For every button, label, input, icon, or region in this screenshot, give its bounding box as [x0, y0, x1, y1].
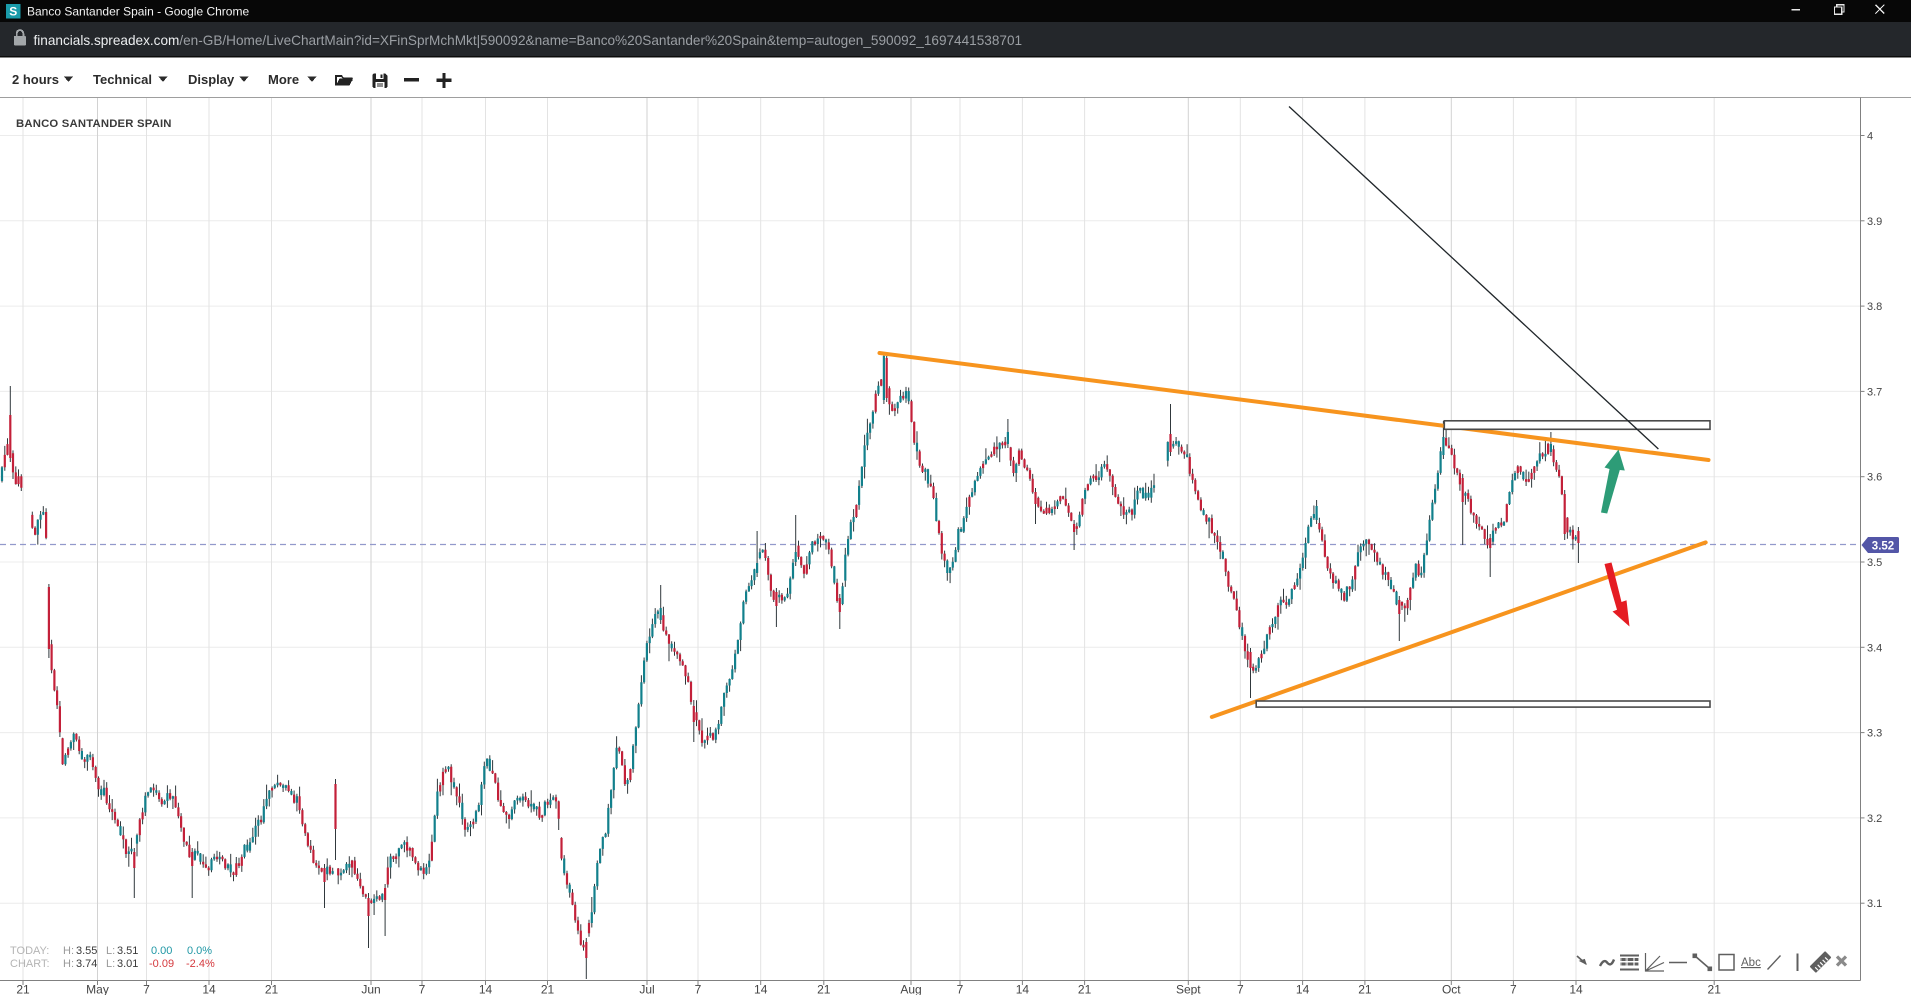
svg-text:21: 21 [1358, 983, 1372, 995]
svg-text:3.52: 3.52 [1872, 541, 1894, 553]
svg-text:7: 7 [1237, 983, 1244, 995]
svg-text:3.01: 3.01 [117, 958, 138, 970]
svg-text:3.4: 3.4 [1867, 642, 1882, 654]
svg-text:14: 14 [479, 983, 493, 995]
svg-text:Banco Santander Spain - Google: Banco Santander Spain - Google Chrome [27, 5, 249, 19]
svg-text:Technical: Technical [93, 72, 152, 87]
svg-text:21: 21 [16, 983, 30, 995]
svg-text:7: 7 [957, 983, 964, 995]
svg-text:3.1: 3.1 [1867, 898, 1882, 910]
svg-text:7: 7 [1510, 983, 1517, 995]
svg-text:H:: H: [63, 958, 74, 970]
svg-text:21: 21 [265, 983, 279, 995]
svg-text:TODAY:: TODAY: [10, 945, 49, 957]
svg-text:May: May [86, 983, 109, 995]
svg-text:Jul: Jul [639, 983, 654, 995]
svg-text:14: 14 [1296, 983, 1310, 995]
svg-text:14: 14 [1569, 983, 1583, 995]
svg-text:2 hours: 2 hours [12, 72, 59, 87]
svg-text:3.8: 3.8 [1867, 301, 1882, 313]
svg-text:0.0%: 0.0% [187, 945, 212, 957]
svg-text:Aug: Aug [900, 983, 921, 995]
svg-text:Abc: Abc [1741, 957, 1761, 969]
svg-text:Display: Display [188, 72, 235, 87]
svg-text:H:: H: [63, 945, 74, 957]
svg-text:-2.4%: -2.4% [186, 958, 215, 970]
svg-text:21: 21 [817, 983, 831, 995]
svg-text:financials.spreadex.com/en-GB/: financials.spreadex.com/en-GB/Home/LiveC… [34, 33, 1023, 48]
svg-text:7: 7 [143, 983, 150, 995]
svg-text:21: 21 [541, 983, 555, 995]
svg-text:3.5: 3.5 [1867, 557, 1882, 569]
svg-text:BANCO SANTANDER SPAIN: BANCO SANTANDER SPAIN [16, 118, 172, 130]
svg-text:3.74: 3.74 [76, 958, 97, 970]
svg-text:L:: L: [106, 945, 115, 957]
svg-text:S: S [9, 5, 17, 19]
svg-text:14: 14 [754, 983, 768, 995]
svg-text:L:: L: [106, 958, 115, 970]
svg-text:CHART:: CHART: [10, 958, 50, 970]
svg-text:3.7: 3.7 [1867, 386, 1882, 398]
svg-text:21: 21 [1708, 983, 1722, 995]
svg-text:Sept: Sept [1176, 983, 1201, 995]
svg-text:-0.09: -0.09 [149, 958, 174, 970]
svg-text:3.2: 3.2 [1867, 813, 1882, 825]
svg-text:3.3: 3.3 [1867, 728, 1882, 740]
svg-text:3.6: 3.6 [1867, 472, 1882, 484]
svg-text:Jun: Jun [361, 983, 380, 995]
svg-text:3.9: 3.9 [1867, 216, 1882, 228]
svg-text:14: 14 [1016, 983, 1030, 995]
svg-text:More: More [268, 72, 299, 87]
svg-text:4: 4 [1867, 131, 1873, 143]
svg-text:14: 14 [202, 983, 216, 995]
svg-text:7: 7 [419, 983, 426, 995]
svg-text:21: 21 [1078, 983, 1092, 995]
svg-text:Oct: Oct [1442, 983, 1461, 995]
svg-text:7: 7 [695, 983, 702, 995]
svg-text:3.51: 3.51 [117, 945, 138, 957]
svg-text:3.55: 3.55 [76, 945, 97, 957]
svg-text:0.00: 0.00 [151, 945, 172, 957]
